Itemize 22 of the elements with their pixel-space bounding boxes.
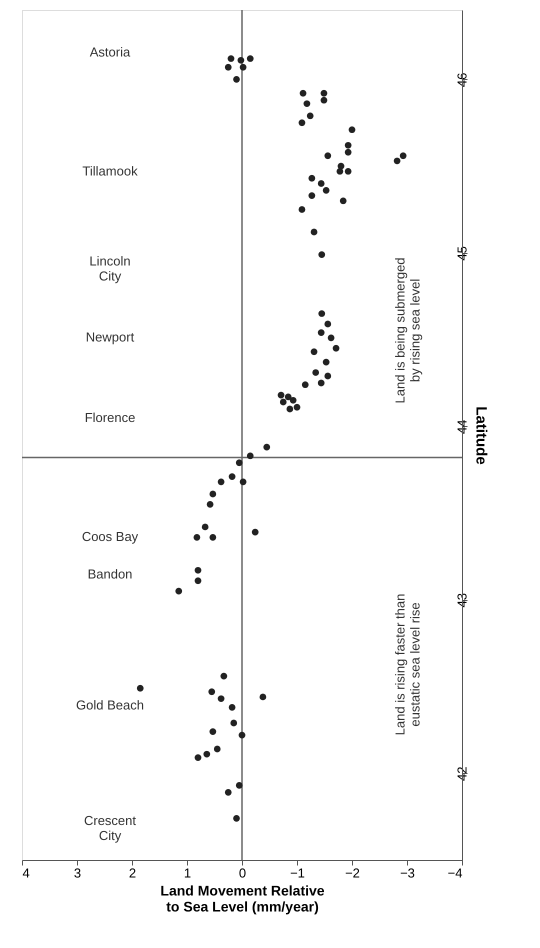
x-tick-label: −4 [448,866,462,880]
annotation: Crescent City [84,812,136,843]
x-tick-label: −3 [400,866,415,880]
annotation: Land is rising faster than eustatic sea level rise [392,594,422,736]
annotation: Florence [84,410,136,425]
x-tick-label: 0 [238,866,246,880]
annotation: Astoria [90,44,131,60]
x-tick-label: 1 [184,866,192,880]
x-tick-label: −1 [290,866,305,880]
annotation: Lincoln City [89,254,131,284]
annotation: Newport [86,329,135,344]
x-tick-label: 4 [22,866,30,880]
annotation: Gold Beach [76,697,144,712]
x-tick-label: −2 [345,866,360,880]
annotation: Tillamook [82,164,138,178]
y-axis-title: Latitude [472,406,490,465]
annotation: Land is being submerged by rising sea level [392,257,422,404]
x-tick-label: 3 [74,866,82,880]
annotation: Bandon [88,566,132,582]
x-tick-label: 2 [128,866,136,880]
x-axis-title: Land Movement Relative to Sea Level (mm/year) [160,882,325,914]
annotation: Coos Bay [82,529,139,544]
